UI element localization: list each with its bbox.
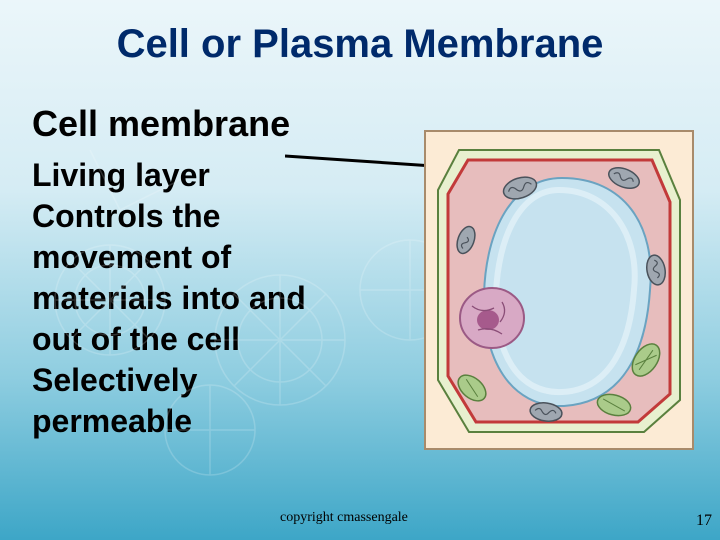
body-line: materials into and bbox=[32, 278, 412, 319]
body-line: movement of bbox=[32, 237, 412, 278]
cell-diagram bbox=[424, 130, 694, 450]
body-line: Living layer bbox=[32, 155, 412, 196]
slide-number: 17 bbox=[696, 512, 712, 530]
body-line: Selectively bbox=[32, 360, 412, 401]
body-line: permeable bbox=[32, 401, 412, 442]
body-line: Controls the bbox=[32, 196, 412, 237]
body-line: out of the cell bbox=[32, 319, 412, 360]
slide-title: Cell or Plasma Membrane bbox=[0, 0, 720, 67]
copyright-text: copyright cmassengale bbox=[280, 510, 408, 526]
body-text: Living layer Controls the movement of ma… bbox=[32, 155, 412, 442]
